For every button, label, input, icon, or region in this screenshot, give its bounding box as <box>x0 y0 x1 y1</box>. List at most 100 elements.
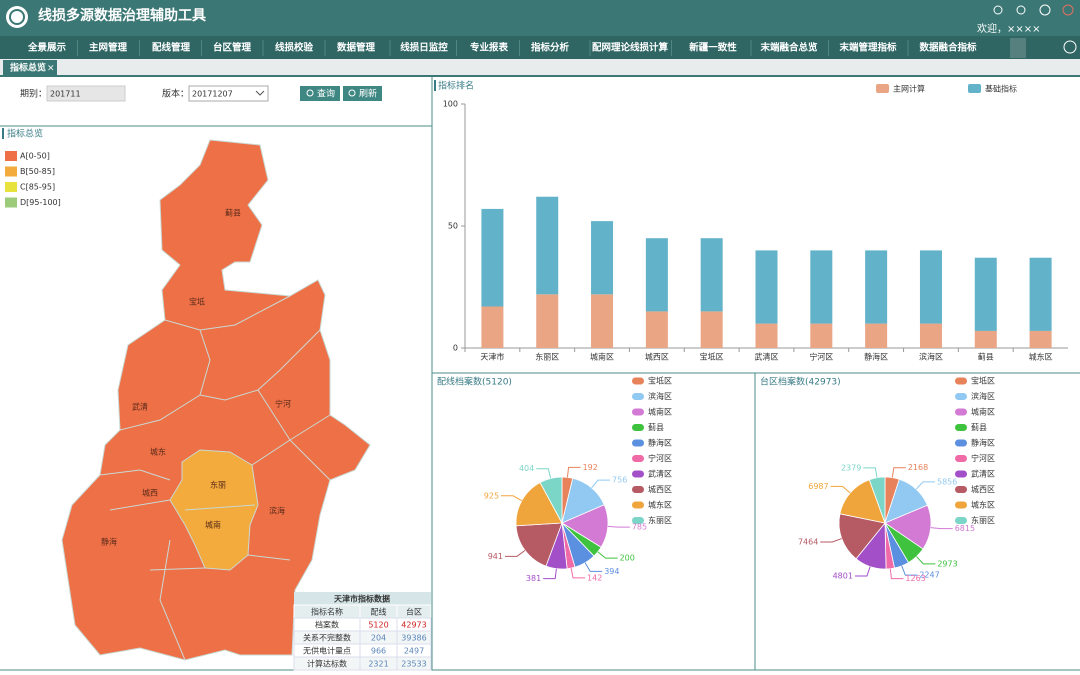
legend-label: 蓟县 <box>971 422 987 432</box>
legend-swatch <box>632 393 644 400</box>
legend-label: 宝坻区 <box>971 376 995 386</box>
nav-item[interactable]: 配网理论线损计算 <box>592 42 669 54</box>
data-label: 941 <box>488 552 503 561</box>
legend-label: 宁河区 <box>971 453 995 463</box>
bar <box>865 324 887 348</box>
legend-swatch <box>955 455 967 462</box>
legend-swatch <box>632 409 644 416</box>
bar <box>756 250 778 323</box>
region-label: 滨海 <box>269 506 285 516</box>
legend-swatch <box>955 409 967 416</box>
label-leader <box>863 468 877 478</box>
legend-swatch <box>632 455 644 462</box>
bar <box>701 238 723 311</box>
label-leader <box>585 563 602 572</box>
nav-item[interactable]: 末端融合总览 <box>759 42 818 54</box>
data-label: 192 <box>583 463 598 472</box>
nav-item[interactable]: 主网管理 <box>89 42 128 54</box>
period-label: 期别： <box>20 89 47 100</box>
label-leader <box>890 569 903 579</box>
bar <box>536 294 558 348</box>
label-leader <box>855 567 870 576</box>
x-tick-label: 蓟县 <box>978 352 994 362</box>
data-label: 756 <box>612 476 627 485</box>
bar <box>810 250 832 323</box>
nav-item[interactable]: 线损日监控 <box>400 42 448 54</box>
legend-swatch <box>5 182 17 192</box>
nav-scroll[interactable] <box>1010 38 1026 58</box>
region-label: 东丽 <box>210 480 226 490</box>
table-cell-text: 关系不完整数 <box>303 633 351 643</box>
nav-item[interactable]: 全景展示 <box>27 42 67 54</box>
table-cell-text: 39386 <box>401 634 426 643</box>
bar <box>481 209 503 307</box>
x-tick-label: 城西区 <box>645 353 669 362</box>
region-label: 静海 <box>101 537 117 547</box>
nav-item[interactable]: 台区管理 <box>213 42 252 54</box>
nav-item[interactable]: 新疆一致性 <box>689 42 737 54</box>
table-cell-text: 档案数 <box>315 620 339 630</box>
nav-item[interactable]: 数据管理 <box>336 42 376 54</box>
nav-item[interactable]: 线损校验 <box>275 42 314 54</box>
bar <box>756 324 778 348</box>
label-leader <box>608 526 630 527</box>
data-label: 785 <box>632 523 647 532</box>
tab-close[interactable]: × <box>47 64 55 74</box>
legend-swatch <box>5 151 17 161</box>
legend-label: D[95-100] <box>20 198 61 207</box>
legend-label: 滨海区 <box>648 391 672 401</box>
tab-label[interactable]: 指标总览 <box>10 62 46 74</box>
region-label: 武清 <box>132 402 148 412</box>
label-leader <box>536 469 550 479</box>
legend-swatch <box>955 517 967 524</box>
table-cell-text: 23533 <box>401 660 426 669</box>
nav-item[interactable]: 配线管理 <box>152 42 191 54</box>
legend-label: 静海区 <box>971 438 995 448</box>
period-value[interactable]: 201711 <box>50 90 81 99</box>
version-value[interactable]: 20171207 <box>192 90 233 99</box>
bar <box>920 250 942 323</box>
legend-label: 基础指标 <box>985 84 1017 94</box>
x-tick-label: 天津市 <box>480 352 504 362</box>
region-label: 城东 <box>150 447 166 457</box>
legend-swatch <box>632 486 644 493</box>
legend-swatch <box>632 424 644 431</box>
nav-item[interactable]: 专业报表 <box>470 42 509 54</box>
title-marker <box>434 80 436 91</box>
table-cell-text: 204 <box>371 634 386 643</box>
bar <box>701 311 723 348</box>
legend-swatch <box>968 84 981 93</box>
table-header: 台区 <box>406 607 422 617</box>
legend-swatch <box>632 378 644 385</box>
data-label: 142 <box>587 573 602 582</box>
label-leader <box>916 557 935 564</box>
data-label: 200 <box>620 554 635 563</box>
bar <box>646 311 668 348</box>
query-label[interactable]: 查询 <box>317 88 335 100</box>
data-label: 7464 <box>798 537 818 546</box>
label-leader <box>598 552 618 558</box>
data-label: 381 <box>526 574 541 583</box>
y-tick-label: 100 <box>443 100 458 109</box>
table-cell-text: 5120 <box>368 621 388 630</box>
data-label: 925 <box>484 491 499 500</box>
bar <box>536 197 558 295</box>
legend-label: 宁河区 <box>648 453 672 463</box>
legend-label: 城南区 <box>971 407 995 417</box>
legend-label: 城南区 <box>648 407 672 417</box>
legend-label: B[50-85] <box>20 167 55 176</box>
map-legend: A[0-50]B[50-85]C[85-95]D[95-100] <box>5 151 61 208</box>
welcome-text: 欢迎，×××× <box>977 22 1041 35</box>
legend-label: A[0-50] <box>20 152 50 161</box>
bar <box>865 250 887 323</box>
label-leader <box>571 568 585 578</box>
nav-item[interactable]: 末端管理指标 <box>838 42 897 54</box>
refresh-label[interactable]: 刷新 <box>359 88 377 100</box>
table-cell-text: 无供电计量点 <box>303 646 351 656</box>
legend-swatch <box>955 424 967 431</box>
nav-item[interactable]: 指标分析 <box>531 42 570 54</box>
bar <box>975 258 997 331</box>
legend-swatch <box>5 167 17 177</box>
map-region[interactable] <box>62 140 370 660</box>
nav-item[interactable]: 数据融合指标 <box>918 42 977 54</box>
